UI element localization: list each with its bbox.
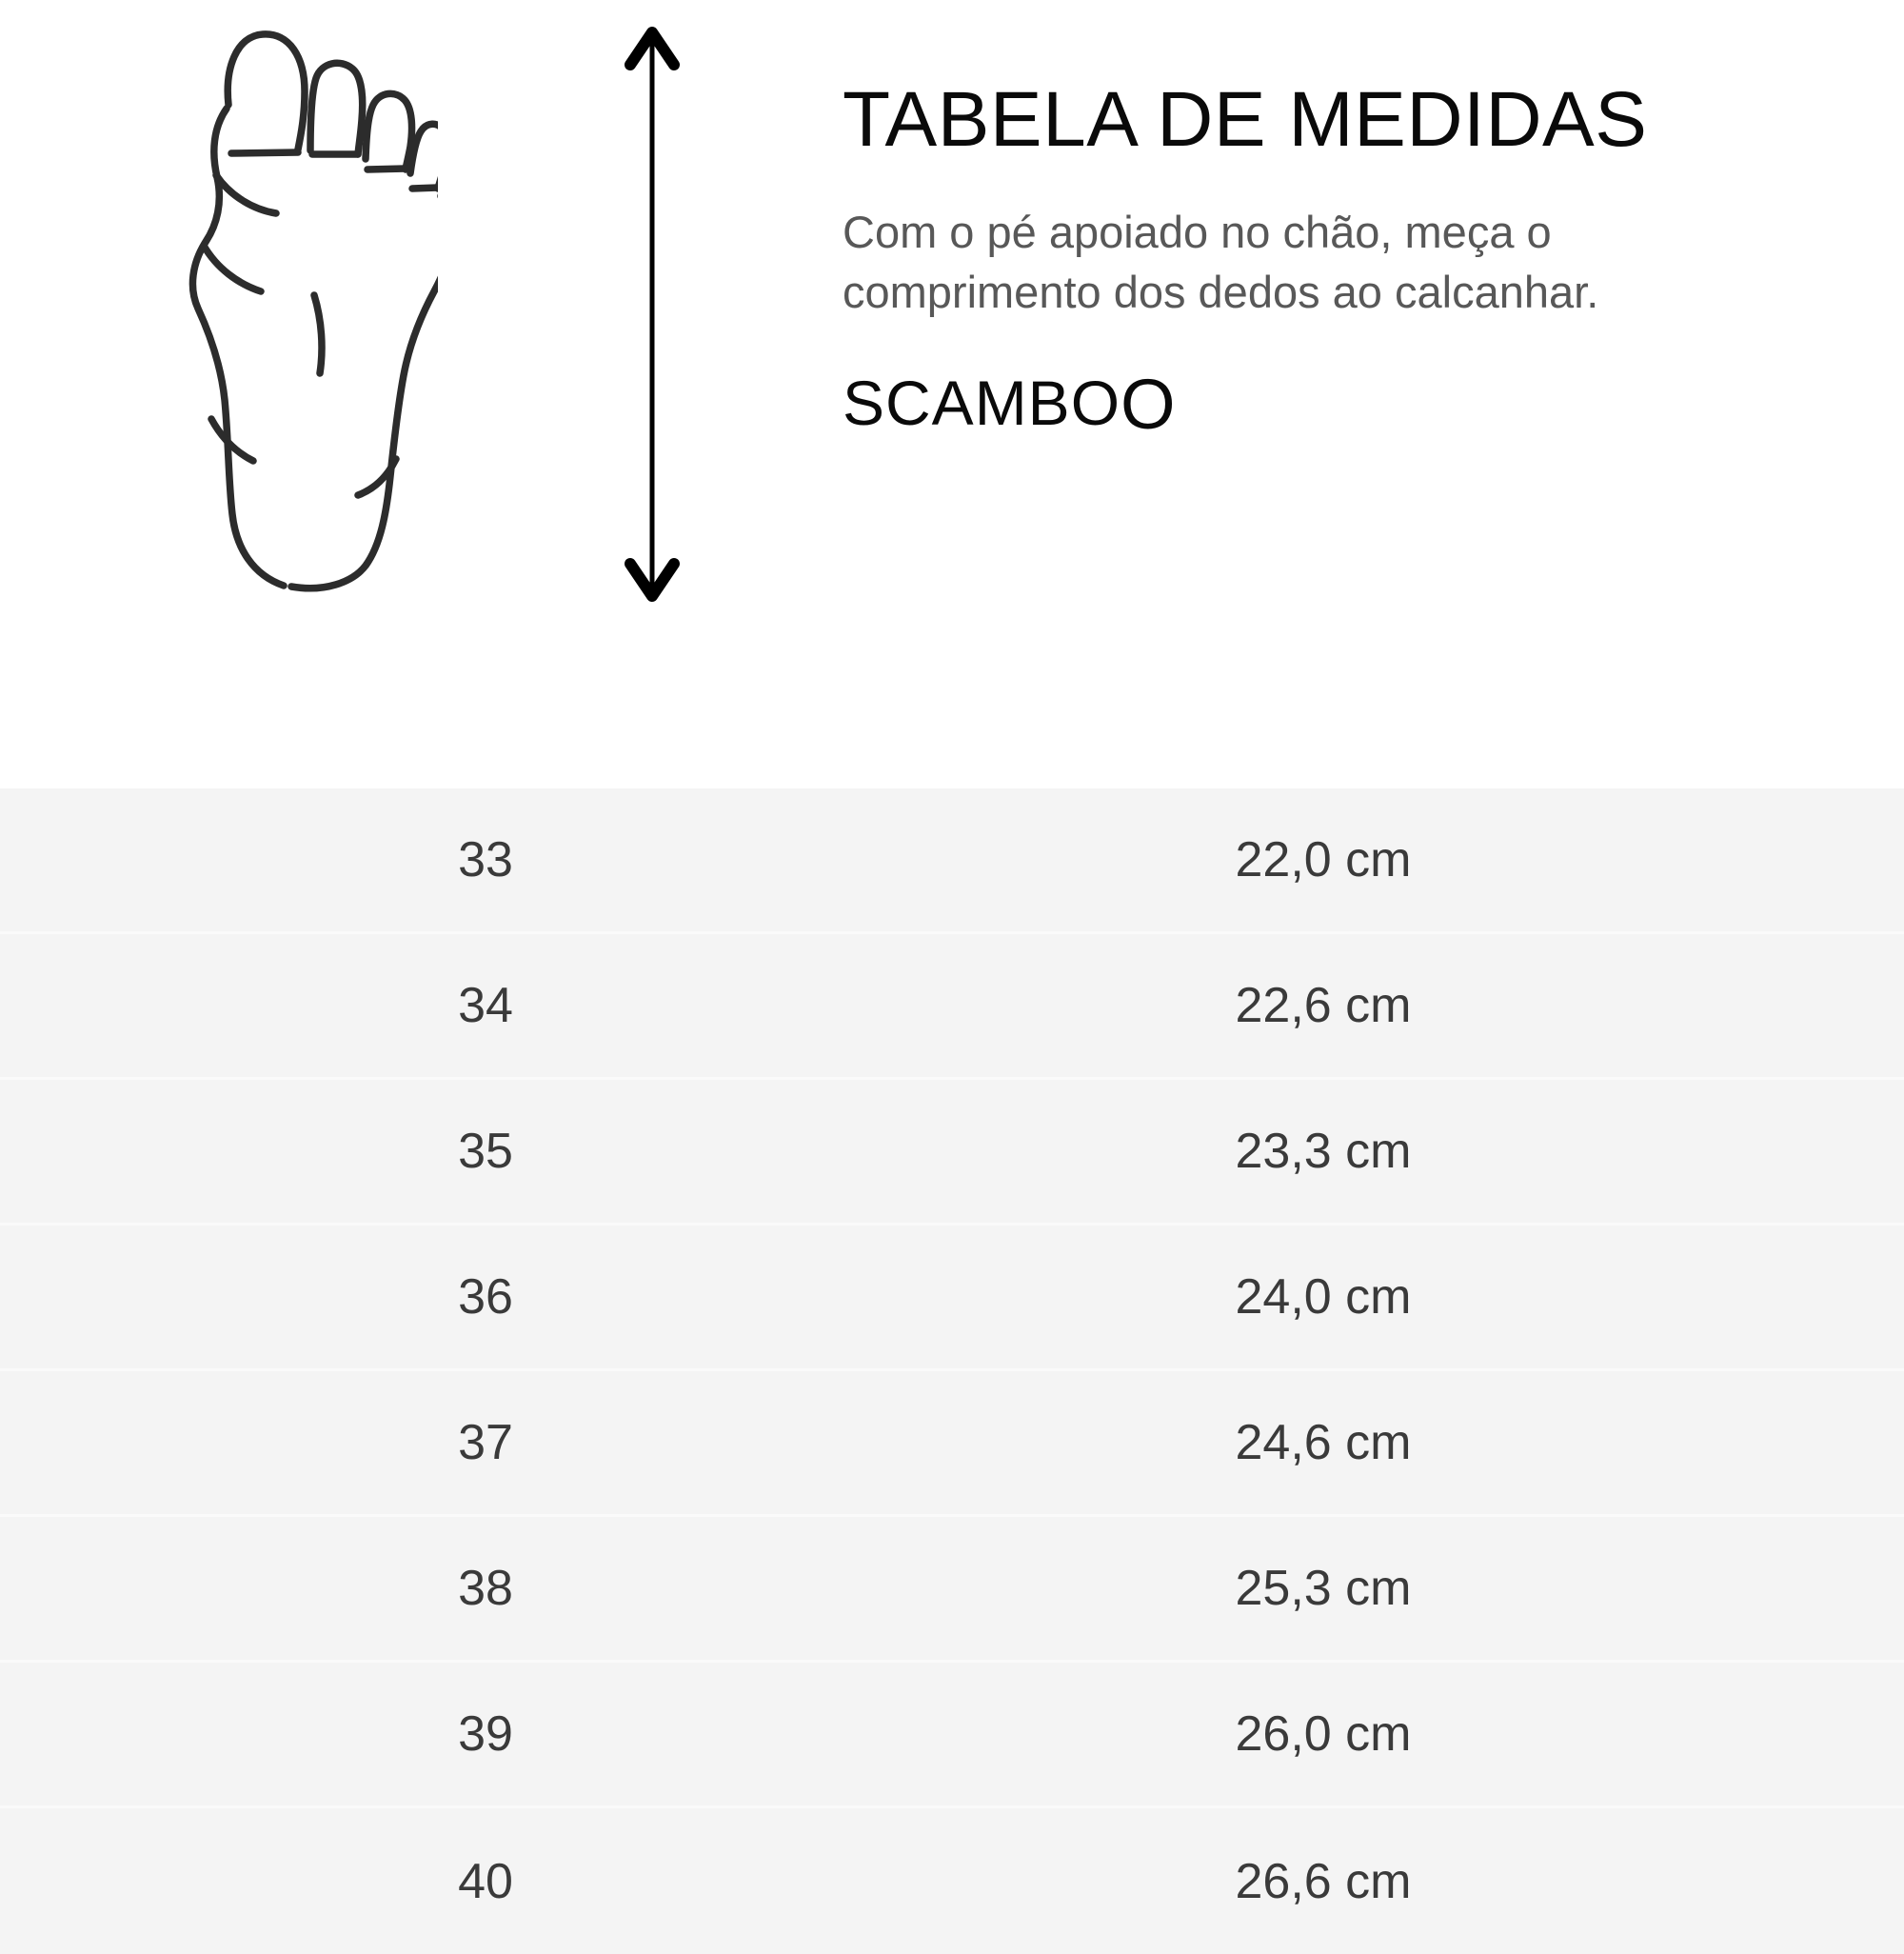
cell-length: 22,0 cm bbox=[1235, 832, 1412, 887]
cell-size: 34 bbox=[458, 978, 513, 1033]
table-row: 38 25,3 cm bbox=[0, 1517, 1904, 1663]
measurement-instructions: Com o pé apoiado no chão, meça o comprim… bbox=[843, 207, 1599, 317]
cell-length: 24,6 cm bbox=[1235, 1415, 1412, 1470]
cell-length: 22,6 cm bbox=[1235, 978, 1412, 1033]
foot-sole-outline-icon bbox=[171, 10, 475, 619]
table-row: 33 22,0 cm bbox=[0, 788, 1904, 934]
table-row: 40 26,6 cm bbox=[0, 1808, 1904, 1954]
double-headed-vertical-arrow-icon bbox=[590, 19, 714, 609]
page-title: TABELA DE MEDIDAS bbox=[843, 76, 1648, 163]
cell-size: 39 bbox=[458, 1706, 513, 1762]
cell-length: 26,6 cm bbox=[1235, 1853, 1412, 1909]
brand-logo-text: SCAMBO bbox=[843, 368, 1121, 438]
cell-size: 37 bbox=[458, 1415, 513, 1470]
cell-size: 35 bbox=[458, 1124, 513, 1179]
brand-logo-circle-o: O bbox=[1121, 365, 1176, 444]
cell-size: 36 bbox=[458, 1269, 513, 1325]
table-row: 34 22,6 cm bbox=[0, 934, 1904, 1080]
table-row: 36 24,0 cm bbox=[0, 1226, 1904, 1371]
hero-section: TABELA DE MEDIDAS Com o pé apoiado no ch… bbox=[0, 0, 1904, 788]
brand-logo: SCAMBOO bbox=[843, 322, 1795, 444]
cell-size: 33 bbox=[458, 832, 513, 887]
table-row: 39 26,0 cm bbox=[0, 1663, 1904, 1808]
cell-size: 40 bbox=[458, 1853, 513, 1909]
hero-text-block: TABELA DE MEDIDAS Com o pé apoiado no ch… bbox=[843, 76, 1795, 445]
table-row: 37 24,6 cm bbox=[0, 1371, 1904, 1517]
cell-length: 25,3 cm bbox=[1235, 1561, 1412, 1616]
size-table: 33 22,0 cm 34 22,6 cm 35 23,3 cm 36 24,0… bbox=[0, 788, 1904, 1954]
cell-length: 23,3 cm bbox=[1235, 1124, 1412, 1179]
cell-length: 26,0 cm bbox=[1235, 1706, 1412, 1762]
cell-size: 38 bbox=[458, 1561, 513, 1616]
cell-length: 24,0 cm bbox=[1235, 1269, 1412, 1325]
table-row: 35 23,3 cm bbox=[0, 1080, 1904, 1226]
